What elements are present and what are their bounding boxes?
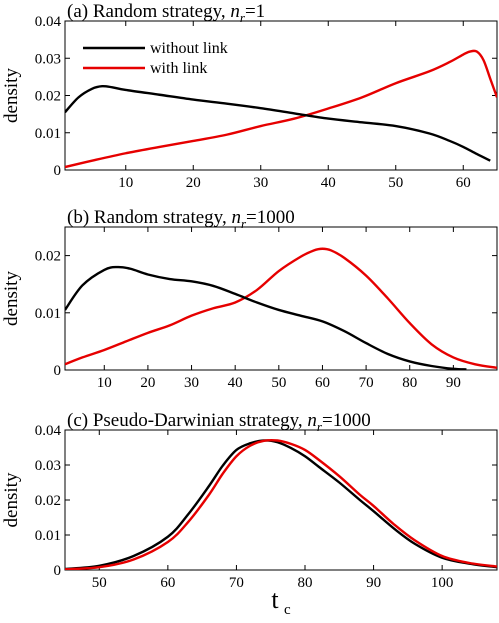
- chart-title: (b) Random strategy, nr=1000: [67, 207, 295, 231]
- legend-label: with link: [150, 60, 207, 77]
- chart-title-suffix: =1000: [246, 207, 295, 228]
- x-tick-label: 90: [366, 575, 381, 591]
- x-tick-label: 100: [431, 575, 454, 591]
- chart-title-var-sub: r: [241, 216, 247, 231]
- chart-title-var-sub: r: [240, 10, 246, 25]
- x-tick-label: 80: [402, 375, 417, 391]
- chart-title-prefix: (c) Pseudo-Darwinian strategy,: [67, 410, 307, 431]
- y-tick-label: 0.04: [35, 423, 62, 439]
- x-tick-label: 50: [271, 375, 286, 391]
- chart-title: (c) Pseudo-Darwinian strategy, nr=1000: [67, 410, 371, 434]
- chart-title-var: n: [231, 207, 241, 228]
- chart-title-var: n: [307, 410, 317, 431]
- x-tick-label: 60: [456, 175, 471, 191]
- y-axis-label: density: [1, 271, 22, 326]
- chart-title: (a) Random strategy, nr=1: [67, 1, 265, 25]
- x-tick-label: 30: [253, 175, 268, 191]
- chart-panel-3: (c) Pseudo-Darwinian strategy, nr=1000 de…: [1, 410, 498, 618]
- x-tick-label: 20: [186, 175, 201, 191]
- y-tick-label: 0: [54, 563, 62, 579]
- y-tick-label: 0.01: [35, 528, 61, 544]
- x-tick-label: 70: [229, 575, 244, 591]
- x-tick-label: 30: [184, 375, 199, 391]
- y-tick-label: 0: [54, 363, 62, 379]
- plot-frame: [64, 429, 498, 571]
- chart-title-prefix: (a) Random strategy,: [67, 1, 230, 22]
- x-tick-label: 90: [446, 375, 461, 391]
- x-tick-label: 10: [97, 375, 112, 391]
- y-tick-label: 0.04: [35, 14, 62, 30]
- series-line-with-link: [65, 438, 497, 570]
- chart-title-suffix: =1000: [322, 410, 371, 431]
- y-tick-label: 0.03: [35, 458, 61, 474]
- x-tick-label: 60: [315, 375, 330, 391]
- x-tick-label: 70: [359, 375, 374, 391]
- x-tick-label: 80: [298, 575, 313, 591]
- x-tick-label: 20: [140, 375, 155, 391]
- y-axis-label: density: [1, 472, 22, 527]
- y-tick-label: 0.01: [35, 126, 61, 142]
- series-line-with-link: [65, 247, 497, 369]
- x-tick-label: 40: [228, 375, 243, 391]
- series-line-without-link: [65, 439, 497, 570]
- y-tick-label: 0.03: [35, 51, 61, 67]
- series-line-without-link: [65, 265, 467, 370]
- chart-title-var-sub: r: [317, 419, 323, 434]
- y-tick-label: 0.02: [35, 249, 61, 265]
- y-tick-label: 0: [54, 163, 62, 179]
- plot-frame: [64, 20, 498, 171]
- x-tick-label: 60: [160, 575, 175, 591]
- chart-title-suffix: =1: [245, 1, 265, 22]
- x-tick-label: 10: [118, 175, 133, 191]
- legend-label: without link: [150, 40, 228, 57]
- series-line-with-link: [65, 49, 497, 169]
- series-line-without-link: [65, 84, 491, 162]
- y-tick-label: 0.01: [35, 306, 61, 322]
- chart-title-var: n: [230, 1, 240, 22]
- x-axis-label-sub: c: [284, 602, 291, 618]
- y-tick-label: 0.02: [35, 493, 61, 509]
- chart-title-prefix: (b) Random strategy,: [67, 207, 231, 228]
- y-axis-label: density: [1, 68, 22, 123]
- chart-panel-2: (b) Random strategy, nr=1000 density 0 0.01…: [1, 207, 498, 391]
- chart-panel-1: (a) Random strategy, nr=1 density 0 0.01 0.0…: [1, 1, 498, 191]
- x-tick-label: 50: [92, 575, 107, 591]
- plot-frame: [64, 226, 498, 371]
- x-axis-label: t: [271, 585, 279, 614]
- y-tick-label: 0.02: [35, 89, 61, 105]
- x-tick-label: 50: [388, 175, 403, 191]
- x-tick-label: 40: [321, 175, 336, 191]
